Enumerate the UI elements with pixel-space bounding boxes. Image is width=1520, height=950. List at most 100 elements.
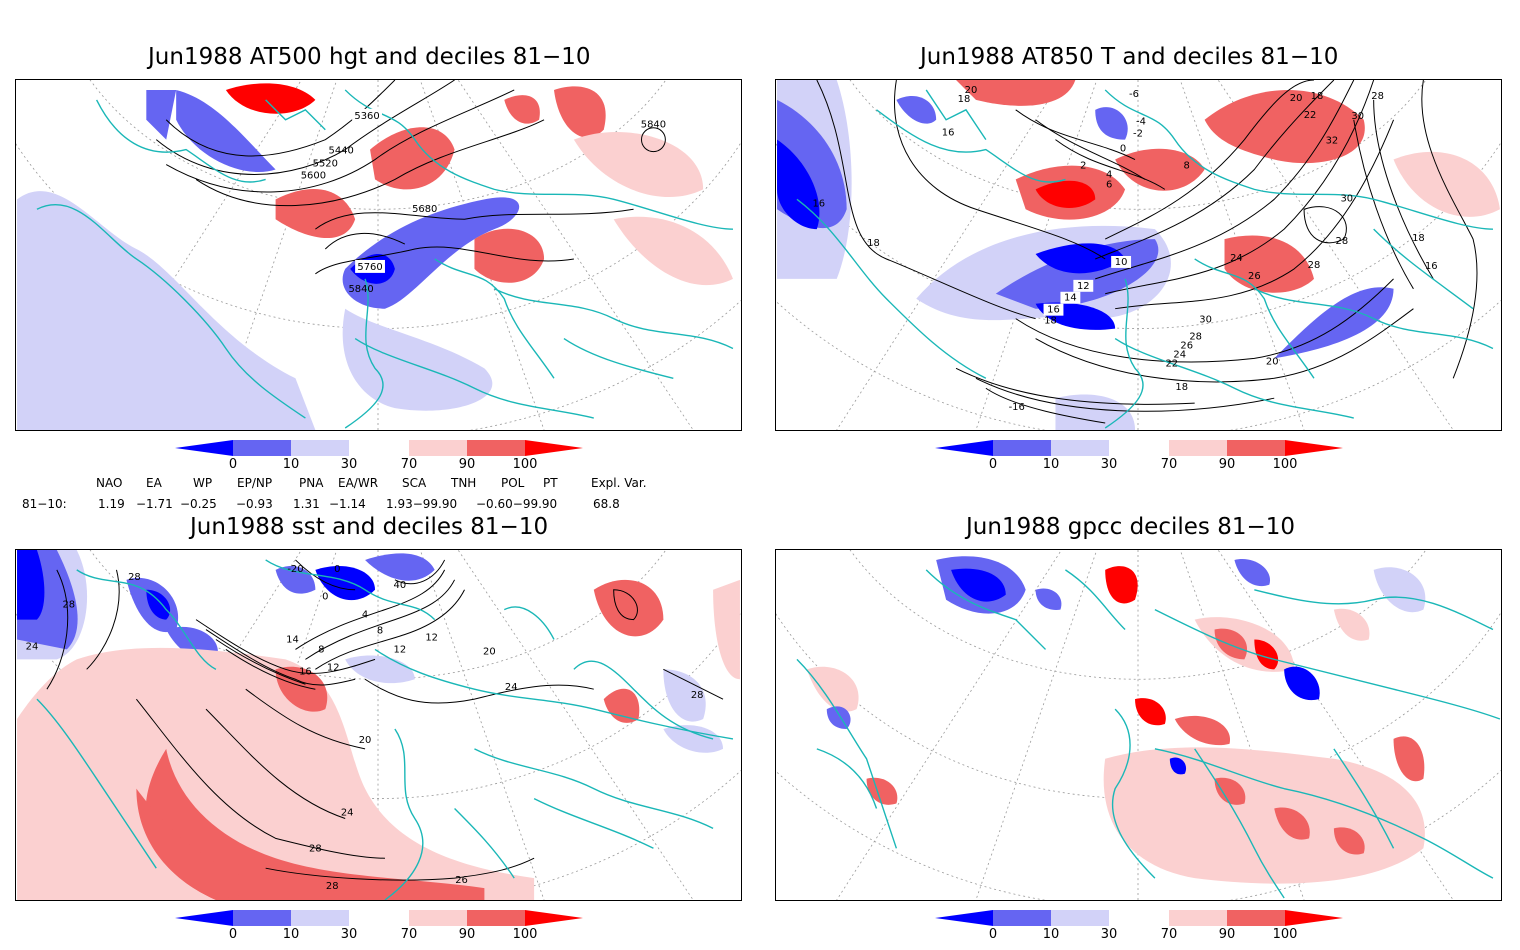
contour-label: 20 <box>1290 93 1303 104</box>
cbar-segment <box>175 910 233 926</box>
cbar-label: 10 <box>282 457 300 472</box>
contour-label: 40 <box>394 580 407 591</box>
decile-shading <box>777 80 1500 430</box>
cbar-label: 90 <box>1218 457 1236 472</box>
index-header: PT <box>543 476 558 490</box>
index-header: POL <box>501 476 525 490</box>
index-header: EA <box>146 476 162 490</box>
cbar-label: 0 <box>988 927 998 942</box>
index-value: 1.19 <box>98 497 125 511</box>
index-value: 68.8 <box>593 497 620 511</box>
contour-label: 20 <box>483 646 496 657</box>
cbar-label: 0 <box>988 457 998 472</box>
map-at850-temperature: 20 18 16 16 18 10 12 14 16 18 24 26 28 3… <box>775 79 1502 431</box>
cbar-label: 30 <box>340 457 358 472</box>
index-value: −1.14 <box>329 497 366 511</box>
contour-label: 16 <box>1047 305 1060 316</box>
contour-label: 18 <box>958 94 971 105</box>
index-header: NAO <box>96 476 123 490</box>
contour-label: 28 <box>62 600 75 611</box>
contour-label: 12 <box>1077 281 1090 292</box>
cbar-segment <box>1109 910 1169 926</box>
index-value: −0.60−99.90 <box>476 497 558 511</box>
cbar-segment <box>935 440 993 456</box>
cbar-segment <box>1051 440 1109 456</box>
contour-label: -6 <box>1129 89 1139 100</box>
contour-labels: 20 18 16 16 18 10 12 14 16 18 24 26 28 3… <box>812 85 1437 413</box>
cbar-label: 70 <box>400 927 418 942</box>
index-value: −0.25 <box>180 497 217 511</box>
contour-label: 14 <box>1064 293 1077 304</box>
contour-label: 4 <box>362 610 368 621</box>
contour-label: 8 <box>377 626 383 637</box>
cbar-segment <box>1227 910 1285 926</box>
decile-shading <box>806 556 1426 884</box>
cbar-segment <box>467 910 525 926</box>
cbar-segment <box>525 910 583 926</box>
contour-label: -4 <box>1136 117 1146 128</box>
cbar-segment <box>935 910 993 926</box>
contour-label: 28 <box>1371 91 1384 102</box>
contour-label: -2 <box>1133 129 1143 140</box>
cbar-segment <box>291 440 349 456</box>
contour-label: 8 <box>318 644 324 655</box>
cbar-segment <box>291 910 349 926</box>
index-value: −1.71 <box>136 497 173 511</box>
contour-label: 0 <box>322 592 328 603</box>
cbar-label: 30 <box>1100 927 1118 942</box>
contour-label: 24 <box>505 682 518 693</box>
cbar-segment <box>409 440 467 456</box>
contour-label: 5440 <box>329 146 354 157</box>
cbar-segment <box>349 440 409 456</box>
contour-label: 24 <box>1230 253 1243 264</box>
panel-title-gpcc: Jun1988 gpcc deciles 81−10 <box>966 514 1296 540</box>
panel-title-sst: Jun1988 sst and deciles 81−10 <box>190 514 549 540</box>
contour-label: 20 <box>965 85 978 96</box>
cbar-segment <box>349 910 409 926</box>
contour-label: 12 <box>425 632 438 643</box>
decile-shading <box>17 550 740 900</box>
colorbar-sst: 0 10 30 70 90 100 <box>175 910 595 950</box>
contour-label: 16 <box>942 128 955 139</box>
height-contours <box>155 80 666 275</box>
contour-label: 18 <box>1175 382 1188 393</box>
cbar-segment <box>233 910 291 926</box>
contour-label: 22 <box>1304 110 1317 121</box>
contour-label: 14 <box>286 634 299 645</box>
contour-label: 5360 <box>354 111 379 122</box>
contour-label: 5600 <box>301 170 326 181</box>
cbar-label: 0 <box>228 457 238 472</box>
contour-label: 18 <box>1412 233 1425 244</box>
cbar-segment <box>1285 440 1343 456</box>
contour-labels: 5360 5440 5520 5600 5680 5760 5840 5840 <box>301 108 666 295</box>
coastlines <box>36 89 734 429</box>
contour-label: 5520 <box>313 159 338 170</box>
contour-label: 2 <box>1080 160 1086 171</box>
cbar-label: 10 <box>1042 457 1060 472</box>
contour-label: 0 <box>1120 144 1126 155</box>
contour-label: 6 <box>1106 179 1112 190</box>
cbar-segment <box>993 910 1051 926</box>
map-at500-hgt: 5360 5440 5520 5600 5680 5760 5840 5840 <box>15 79 742 431</box>
cbar-label: 70 <box>1160 927 1178 942</box>
cbar-label: 100 <box>512 927 538 942</box>
panel-title-at500: Jun1988 AT500 hgt and deciles 81−10 <box>148 44 591 70</box>
cbar-label: 30 <box>1100 457 1118 472</box>
colorbar-gpcc: 0 10 30 70 90 100 <box>935 910 1355 950</box>
cbar-label: 100 <box>1272 457 1298 472</box>
cbar-segment <box>409 910 467 926</box>
decile-shading <box>17 83 733 430</box>
contour-label: -16 <box>1009 402 1025 413</box>
panel-title-at850: Jun1988 AT850 T and deciles 81−10 <box>920 44 1339 70</box>
contour-label: 28 <box>1336 236 1349 247</box>
contour-label: 28 <box>691 690 704 701</box>
contour-label: 18 <box>1311 91 1324 102</box>
contour-label: 26 <box>455 875 468 886</box>
contour-label: 20 <box>1266 356 1279 367</box>
contour-label: 5760 <box>357 262 382 273</box>
cbar-segment <box>1285 910 1343 926</box>
cbar-segment <box>1169 440 1227 456</box>
cbar-label: 30 <box>340 927 358 942</box>
index-header: WP <box>193 476 213 490</box>
contour-label: 5840 <box>641 120 666 131</box>
